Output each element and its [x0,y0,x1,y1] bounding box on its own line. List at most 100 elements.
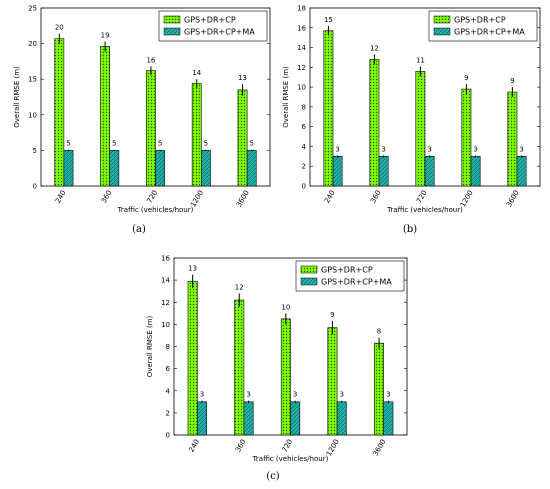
bar-gps-dr-cp [461,88,472,187]
panel-caption: (b) [403,224,417,235]
data-label: 12 [370,44,379,52]
legend-swatch [300,277,318,286]
bar-gps-dr-cp [327,327,338,436]
data-label: 3 [293,391,297,399]
legend-swatch [163,27,181,36]
y-tick-label: 14 [297,44,306,52]
data-label: 3 [340,391,344,399]
y-tick-label: 0 [302,183,306,191]
data-label: 15 [324,16,333,24]
bar-gps-dr-cp-ma [378,156,389,187]
legend-label: GPS+DR+CP [321,266,373,275]
data-label: 20 [55,24,64,32]
legend-label: GPS+DR+CP [454,16,506,25]
data-label: 5 [249,140,253,148]
legend-swatch [433,15,451,24]
bar-gps-dr-cp-ma [336,401,347,436]
panel-caption: (a) [132,224,146,235]
y-tick-label: 8 [302,103,306,111]
legend-label: GPS+DR+CP+MA [184,28,255,37]
bar-gps-dr-cp [191,83,202,187]
bar-gps-dr-cp [100,46,111,187]
y-axis-label: Overall RMSE (m) [146,315,154,377]
x-tick-label: 360 [369,189,383,205]
bar-gps-dr-cp-ma [516,156,527,187]
y-tick-label: 16 [297,24,306,32]
data-label: 13 [238,74,247,82]
bar-gps-dr-cp-ma [109,150,120,187]
bar-gps-dr-cp-ma [201,150,211,187]
bar-gps-dr-cp [237,89,248,187]
data-label: 3 [473,145,477,153]
x-tick-label: 240 [187,438,201,454]
data-label: 3 [335,145,339,153]
bar-gps-dr-cp-ma [424,156,435,187]
data-label: 9 [464,74,468,82]
bar-gps-dr-cp [369,59,380,187]
panel-caption: (c) [266,471,280,482]
bar-gps-dr-cp-ma [470,156,481,187]
data-label: 3 [427,145,431,153]
x-tick-label: 3600 [505,189,521,208]
bar-gps-dr-cp-ma [63,150,74,187]
x-tick-label: 720 [281,438,295,454]
y-tick-label: 4 [302,143,307,151]
data-label: 10 [281,303,290,311]
y-tick-label: 2 [302,163,306,171]
data-label: 3 [246,391,250,399]
x-axis-label: Traffic (vehicles/hour) [117,206,194,214]
legend: GPS+DR+CP GPS+DR+CP+MA [428,10,538,42]
y-tick-label: 10 [297,84,306,92]
data-label: 16 [146,56,155,64]
x-axis-label: Traffic (vehicles/hour) [252,455,329,463]
x-tick-label: 360 [234,438,248,454]
x-axis-label: Traffic (vehicles/hour) [386,206,463,214]
x-tick-label: 240 [54,189,68,205]
data-label: 12 [235,283,244,291]
y-tick-label: 2 [166,409,170,417]
bar-gps-dr-cp [187,280,198,436]
y-tick-label: 12 [297,64,306,72]
x-tick-label: 720 [415,189,429,205]
legend-label: GPS+DR+CP+MA [321,278,392,287]
data-label: 3 [519,145,523,153]
data-label: 13 [188,265,197,273]
legend: GPS+DR+CP GPS+DR+CP+MA [295,260,405,292]
bar-gps-dr-cp [507,91,518,187]
y-tick-label: 18 [297,5,306,13]
y-tick-label: 6 [302,123,307,131]
bar-gps-dr-cp-ma [290,401,301,436]
bar-gps-dr-cp-ma [243,401,254,436]
y-tick-label: 6 [166,365,171,373]
data-label: 11 [416,56,425,64]
y-tick-label: 0 [33,183,37,191]
bar-gps-dr-cp-ma [246,150,257,187]
data-label: 3 [200,391,204,399]
data-label: 3 [386,391,390,399]
y-axis-label: Overall RMSE (m) [13,66,21,128]
data-label: 5 [158,140,162,148]
legend-swatch [300,265,318,274]
bar-gps-dr-cp [146,70,156,187]
x-tick-label: 720 [146,189,160,205]
data-label: 8 [377,328,381,336]
y-tick-label: 4 [166,387,171,395]
y-tick-label: 8 [166,343,170,351]
bar-gps-dr-cp [374,342,385,436]
bar-gps-dr-cp [323,30,334,187]
data-label: 5 [66,140,70,148]
bar-gps-dr-cp-ma [197,401,207,436]
y-tick-label: 20 [28,40,37,48]
legend-label: GPS+DR+CP [184,16,236,25]
y-tick-label: 12 [161,299,170,307]
bar-gps-dr-cp [234,299,245,436]
x-tick-label: 3600 [235,189,251,208]
x-tick-label: 360 [100,189,114,205]
data-label: 3 [381,145,385,153]
y-tick-label: 25 [28,5,37,13]
legend-swatch [433,27,451,36]
y-tick-label: 16 [161,255,170,263]
